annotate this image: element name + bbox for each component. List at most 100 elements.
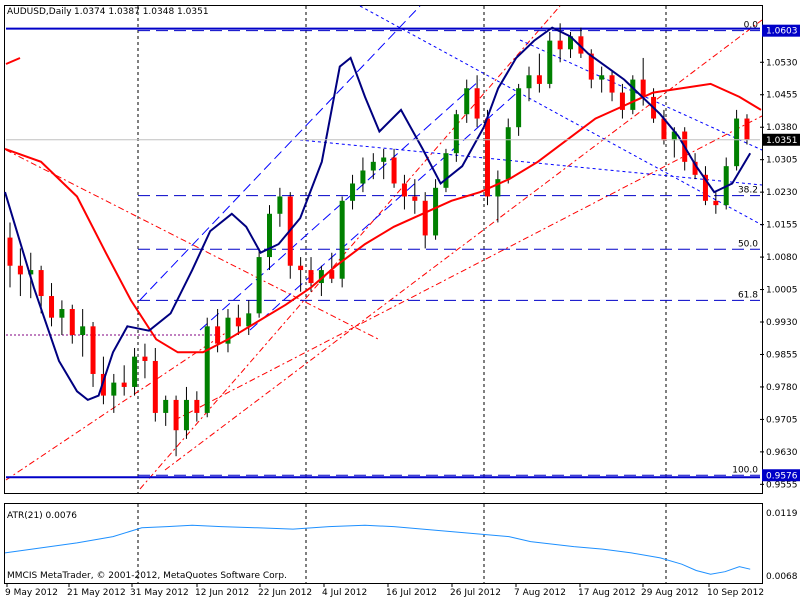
bull-candle [443,153,449,188]
fast-moving-average [4,26,752,402]
bull-candle [381,157,387,162]
bear-candle [713,200,719,206]
bear-candle [619,92,625,110]
bull-candle [505,127,511,180]
price-tick-label: 0.9780 [766,383,798,393]
price-tick-label: 0.9630 [766,448,798,458]
price-tick-label: 1.0380 [766,123,798,133]
date-label: 26 Jul 2012 [450,588,501,598]
bull-candle [256,257,262,314]
current-price-label: 1.0351 [766,136,798,146]
current-price-label-bg [762,133,800,146]
bear-candle [17,265,23,275]
bear-candle [152,360,158,413]
ohlc-readout: 1.0374 1.0387 1.0348 1.0351 [74,7,209,17]
bull-candle [453,114,459,154]
bull-candle [111,382,117,396]
price-tick-label: 0.9555 [766,480,798,490]
bear-candle [474,88,480,119]
bear-candle [329,270,335,279]
bear-candle [308,270,314,284]
atr-scale-bottom: 0.0068 [766,572,798,582]
bull-candle [277,196,283,214]
bear-candle [744,118,750,140]
bear-candle [142,356,148,361]
bear-candle [215,326,221,344]
bear-candle [609,75,615,93]
date-label: 17 Aug 2012 [578,588,636,598]
atr-line [4,524,751,575]
bull-candle [318,270,324,284]
bear-candle [69,309,75,335]
bear-candle [401,183,407,197]
fib-label: 61.8 [738,290,758,300]
bear-candle [557,40,563,50]
bull-candle [630,79,636,110]
fib-label: 38.2 [738,186,758,196]
bottom-level-label-bg [762,469,800,482]
bull-candle [671,131,677,141]
bear-candle [298,265,304,271]
price-tick-label: 1.0530 [766,58,798,68]
bull-candle [464,88,470,115]
atr-scale-top: 0.0119 [766,509,798,519]
bull-candle [433,187,439,236]
trend-line [299,139,763,186]
bear-candle [692,161,698,175]
slow-moving-average [4,82,762,354]
bull-candle [80,326,86,335]
bull-candle [516,88,522,128]
bear-candle [702,174,708,201]
trend-line [249,89,521,331]
trend-line [359,5,763,226]
bear-candle [536,75,542,84]
bear-candle [90,326,96,374]
bull-candle [132,356,138,387]
bull-candle [339,200,345,279]
bottom-level-label: 0.9576 [766,471,798,481]
bear-candle [100,373,106,396]
copyright-text: MMCIS MetaTrader, © 2001-2012, MetaQuote… [7,571,287,581]
bull-candle [246,313,252,327]
bear-candle [391,157,397,184]
date-label: 7 Aug 2012 [514,588,566,598]
bull-candle [526,75,532,89]
date-label: 9 May 2012 [5,588,58,598]
bull-candle [350,183,356,201]
bull-candle [59,309,65,318]
main-chart-frame [4,5,763,494]
price-tick-label: 0.9855 [766,350,798,360]
price-tick-label: 1.0455 [766,91,798,101]
channel-line [139,5,561,490]
atr-label: ATR(21) 0.0076 [7,511,77,521]
bull-candle [360,170,366,184]
top-level-label: 1.0603 [766,27,798,37]
price-tick-label: 1.0230 [766,188,798,198]
date-label: 22 Jun 2012 [258,588,312,598]
chart-header: AUDUSD,Daily [7,7,72,17]
bull-candle [28,270,34,275]
price-tick-label: 1.0080 [766,253,798,263]
bear-candle [484,118,490,197]
channel-line [164,19,763,471]
date-label: 29 Aug 2012 [641,588,699,598]
channel-line [5,329,231,481]
bear-candle [640,79,646,97]
bear-candle [7,237,13,266]
bear-candle [194,399,200,413]
price-tick-label: 1.0155 [766,221,798,231]
bear-candle [588,53,594,80]
date-label: 16 Jul 2012 [386,588,437,598]
bull-candle [225,317,231,344]
price-tick-label: 1.0305 [766,156,798,166]
date-label: 12 Jun 2012 [195,588,249,598]
channel-line [174,115,763,421]
bull-candle [204,326,210,413]
bear-candle [49,296,55,318]
bull-candle [495,179,501,197]
date-label: 10 Sep 2012 [707,588,764,598]
bull-candle [547,40,553,84]
bull-candle [734,118,740,167]
bear-candle [578,36,584,54]
